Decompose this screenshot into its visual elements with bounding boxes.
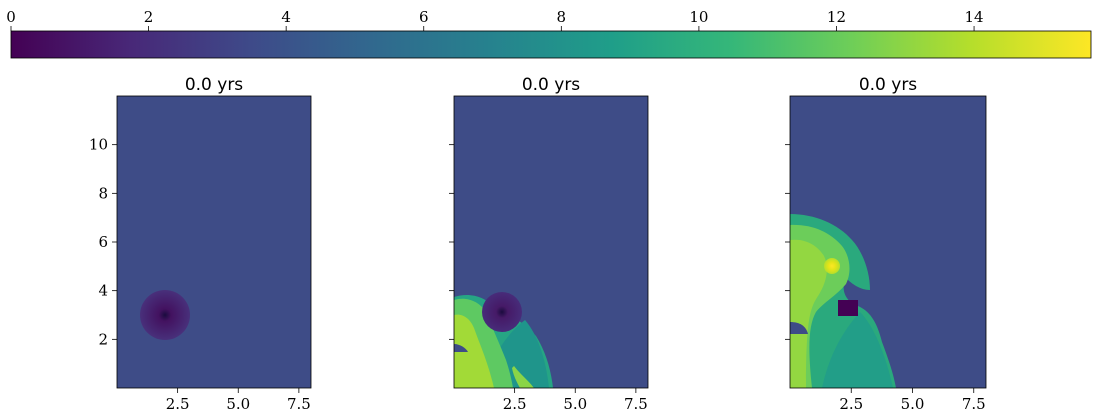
y-tick-label: 2 (98, 330, 108, 348)
dark-disk (482, 292, 522, 332)
x-tick-label: 7.5 (287, 395, 311, 413)
colorbar-tick-label: 12 (827, 8, 846, 26)
axis-ticks: 2.5 5.0 7.5 (785, 144, 986, 413)
plume-notch (454, 344, 468, 352)
x-tick-label: 5.0 (563, 395, 587, 413)
axis-ticks: 2.5 5.0 7.5 (449, 144, 648, 413)
panel-title: 0.0 yrs (522, 75, 580, 95)
x-tick-label: 2.5 (839, 395, 863, 413)
plume-notch (790, 322, 808, 334)
y-tick-label: 6 (98, 233, 108, 251)
colorbar: 0 2 4 6 8 10 12 14 (6, 8, 1092, 59)
y-tick-label: 8 (98, 184, 108, 202)
colorbar-tick-label: 10 (689, 8, 708, 26)
dark-disk (140, 290, 190, 340)
y-tick-label: 4 (98, 282, 108, 300)
hotspot (824, 258, 840, 274)
colorbar-ticks: 0 2 4 6 8 10 12 14 (6, 8, 984, 31)
colorbar-tick-label: 4 (281, 8, 291, 26)
panel-1: 0.0 yrs 2.5 5.0 7.5 2 4 6 8 10 (89, 75, 312, 413)
x-tick-label: 7.5 (624, 395, 648, 413)
colorbar-tick-label: 8 (557, 8, 567, 26)
x-tick-label: 2.5 (166, 395, 190, 413)
background-field (117, 96, 311, 388)
colorbar-tick-label: 6 (419, 8, 429, 26)
panel-3: 0.0 yrs 2.5 5.0 7.5 (785, 75, 987, 413)
x-tick-label: 2.5 (503, 395, 527, 413)
panel-1-heatmap (117, 96, 311, 388)
panel-3-heatmap (790, 96, 986, 388)
plume-inner (454, 314, 494, 388)
plume-inner (790, 239, 827, 388)
x-tick-label: 5.0 (901, 395, 925, 413)
colorbar-gradient (10, 30, 1092, 59)
y-tick-label: 10 (89, 136, 108, 154)
panel-title: 0.0 yrs (859, 75, 917, 95)
panel-2: 0.0 yrs 2.5 5.0 7.5 (449, 75, 649, 413)
colorbar-tick-label: 2 (144, 8, 154, 26)
plume-streak (512, 366, 534, 388)
axis-ticks: 2.5 5.0 7.5 2 4 6 8 10 (89, 136, 311, 413)
plume-band-dark (822, 312, 893, 388)
x-tick-label: 7.5 (962, 395, 986, 413)
x-tick-label: 5.0 (226, 395, 250, 413)
panel-title: 0.0 yrs (185, 75, 243, 95)
dark-block (838, 300, 858, 316)
colorbar-tick-label: 14 (965, 8, 984, 26)
panel-2-heatmap (454, 96, 648, 388)
colorbar-tick-label: 0 (6, 8, 16, 26)
